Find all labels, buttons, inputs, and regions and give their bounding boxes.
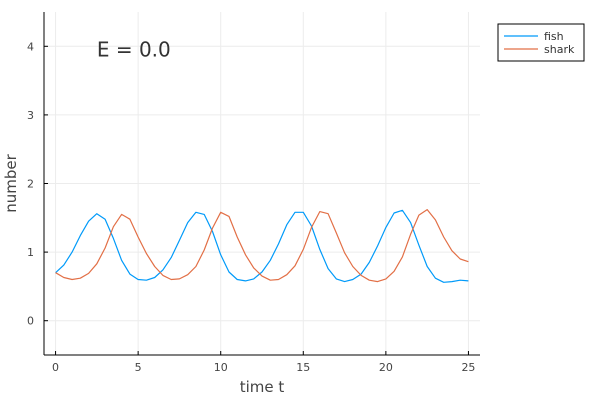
y-tick-label: 1 xyxy=(27,246,34,259)
ticks: 0 5 10 15 20 25 0 1 2 3 4 xyxy=(27,40,475,374)
x-tick-label: 0 xyxy=(52,361,59,374)
y-axis-label: number xyxy=(2,153,20,212)
y-tick-label: 3 xyxy=(27,109,34,122)
y-tick-label: 2 xyxy=(27,178,34,191)
x-tick-label: 10 xyxy=(214,361,228,374)
energy-annotation: E = 0.0 xyxy=(97,38,171,62)
y-tick-label: 4 xyxy=(27,40,34,53)
legend-label-shark: shark xyxy=(544,43,575,56)
x-tick-label: 15 xyxy=(296,361,310,374)
y-tick-label: 0 xyxy=(27,315,34,328)
series-line-shark xyxy=(55,209,469,283)
grid xyxy=(44,12,480,355)
series-line-fish xyxy=(55,209,469,283)
x-tick-label: 25 xyxy=(461,361,475,374)
x-tick-label: 20 xyxy=(379,361,393,374)
x-axis-label: time t xyxy=(240,378,285,396)
x-tick-label: 5 xyxy=(135,361,142,374)
series-lines xyxy=(55,209,469,283)
legend-box xyxy=(497,23,585,62)
legend-label-fish: fish xyxy=(544,30,564,43)
